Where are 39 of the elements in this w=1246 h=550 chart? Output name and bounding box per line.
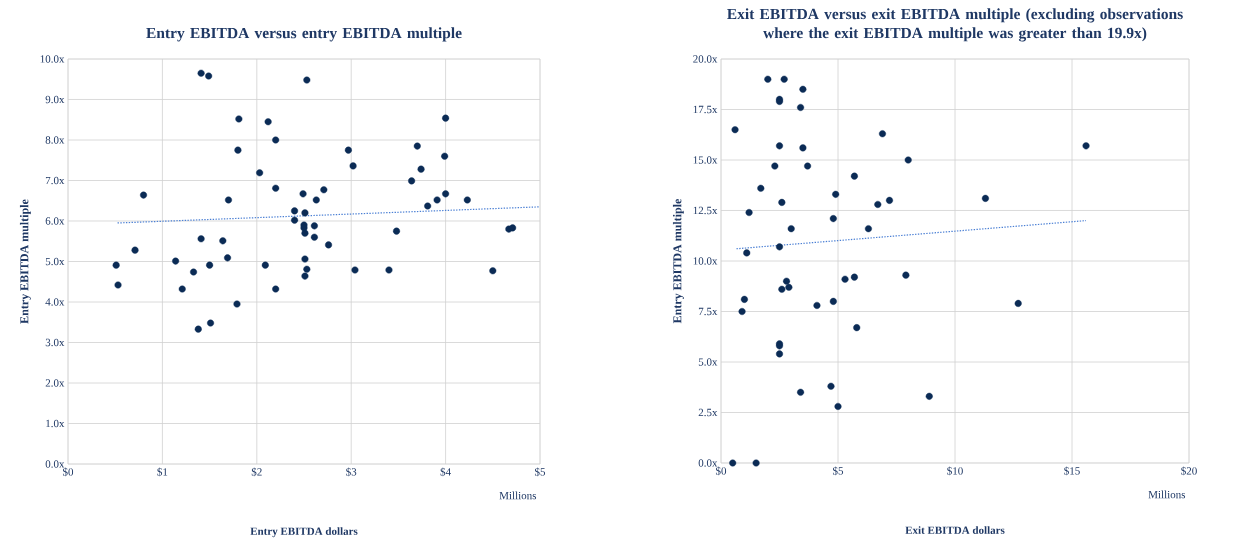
x-tick-label: $5 (832, 466, 844, 476)
y-tick-label: 20.0x (693, 55, 718, 63)
x-axis-title: Exit EBITDA dollars (905, 526, 1005, 534)
x-axis-title: Entry EBITDA dollars (250, 527, 358, 538)
y-tick-label: 7.0x (45, 176, 65, 185)
chart-title: Entry EBITDA versus entry EBITDA multiple (146, 27, 462, 42)
y-tick-label: 0.0x (45, 460, 65, 468)
y-tick-label: 12.5x (693, 206, 718, 215)
x-tick-label: $2 (251, 467, 262, 477)
chart-title: Exit EBITDA versus exit EBITDA multiple (excluding observations where the exit EBITDA multiple was greater than 19.9x) (727, 8, 1183, 42)
y-tick-label: 2.5x (698, 408, 718, 417)
y-tick-label: 2.0x (45, 379, 65, 387)
text: Millions (499, 491, 537, 500)
y-tick-label: 10.0x (40, 55, 65, 63)
y-tick-label: 7.5x (698, 307, 718, 316)
x-tick-label: $4 (440, 467, 451, 477)
x-tick-label: $3 (346, 467, 357, 477)
x-tick-label: $15 (1064, 466, 1080, 476)
text: Millions (1148, 490, 1186, 499)
y-axis-title: Entry EBITDA multiple (19, 199, 31, 324)
x-tick-label: $5 (534, 467, 546, 477)
y-tick-label: 6.0x (45, 217, 65, 225)
y-tick-label: 0.0x (698, 459, 718, 467)
y-tick-label: 17.5x (693, 105, 718, 114)
y-tick-label: 9.0x (45, 95, 65, 104)
y-axis-title: Entry EBITDA multiple (672, 198, 684, 324)
x-tick-label: $10 (947, 466, 963, 476)
y-tick-label: 8.0x (45, 136, 65, 144)
x-tick-label: $1 (157, 467, 168, 477)
y-tick-label: 10.0x (693, 257, 718, 265)
y-tick-label: 5.0x (698, 358, 718, 366)
x-tick-label: $0 (715, 466, 727, 476)
x-tick-label: $0 (62, 467, 74, 477)
y-tick-label: 5.0x (45, 257, 65, 266)
y-tick-label: 4.0x (45, 298, 65, 306)
y-tick-label: 15.0x (693, 156, 718, 164)
y-tick-label: 1.0x (46, 419, 65, 428)
x-tick-label: $20 (1181, 466, 1197, 476)
y-tick-label: 3.0x (45, 338, 65, 347)
